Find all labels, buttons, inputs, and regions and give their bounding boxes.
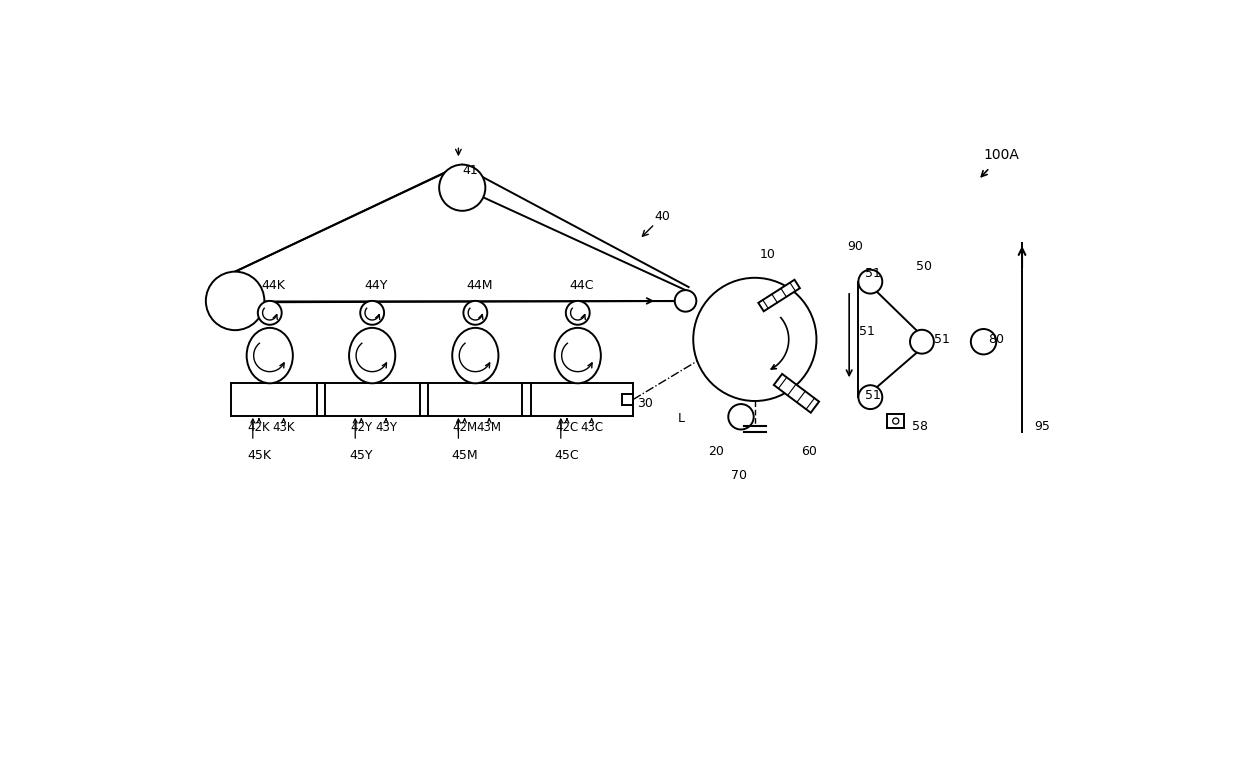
Text: 50: 50 xyxy=(916,260,932,273)
Circle shape xyxy=(464,301,487,325)
Circle shape xyxy=(971,329,996,354)
Text: 44K: 44K xyxy=(262,279,285,292)
Text: 41: 41 xyxy=(463,164,477,177)
Bar xyxy=(622,394,634,405)
Circle shape xyxy=(693,277,816,401)
Circle shape xyxy=(675,290,697,312)
Polygon shape xyxy=(759,280,800,312)
Text: 45Y: 45Y xyxy=(350,449,373,462)
Text: 44Y: 44Y xyxy=(365,279,388,292)
Text: 45C: 45C xyxy=(554,449,579,462)
Text: 44M: 44M xyxy=(466,279,492,292)
Circle shape xyxy=(206,272,264,330)
Text: 58: 58 xyxy=(913,420,929,433)
Circle shape xyxy=(910,330,934,353)
Text: 40: 40 xyxy=(655,210,671,222)
Text: 45K: 45K xyxy=(247,449,272,462)
Polygon shape xyxy=(774,374,820,413)
Text: 80: 80 xyxy=(988,333,1004,346)
Text: 51: 51 xyxy=(934,333,950,346)
Text: 43Y: 43Y xyxy=(374,421,397,434)
Text: 51: 51 xyxy=(864,389,880,402)
Circle shape xyxy=(361,301,384,325)
Text: 30: 30 xyxy=(637,397,652,410)
Text: 70: 70 xyxy=(732,469,748,482)
Text: 90: 90 xyxy=(847,240,863,253)
Circle shape xyxy=(258,301,281,325)
Circle shape xyxy=(565,301,590,325)
Text: 42M: 42M xyxy=(453,421,477,434)
Text: L: L xyxy=(678,412,686,425)
Ellipse shape xyxy=(350,328,396,384)
Text: 42C: 42C xyxy=(556,421,579,434)
Text: 43M: 43M xyxy=(476,421,502,434)
Circle shape xyxy=(858,270,883,294)
Circle shape xyxy=(858,385,883,409)
Text: 43C: 43C xyxy=(580,421,603,434)
Ellipse shape xyxy=(554,328,601,384)
Text: 42Y: 42Y xyxy=(351,421,372,434)
Text: 43K: 43K xyxy=(273,421,295,434)
Text: 44C: 44C xyxy=(569,279,594,292)
Text: 45M: 45M xyxy=(451,449,477,462)
Text: 20: 20 xyxy=(708,445,724,457)
Text: 95: 95 xyxy=(1034,420,1050,433)
Ellipse shape xyxy=(247,328,293,384)
Ellipse shape xyxy=(453,328,498,384)
Circle shape xyxy=(728,404,754,429)
Circle shape xyxy=(893,418,899,424)
Text: 10: 10 xyxy=(760,248,776,261)
Text: 60: 60 xyxy=(801,445,817,457)
Text: 42K: 42K xyxy=(248,421,270,434)
Text: 51: 51 xyxy=(864,267,880,281)
Text: 51: 51 xyxy=(858,326,874,338)
Text: 100A: 100A xyxy=(983,147,1019,162)
Bar xyxy=(888,414,904,428)
Circle shape xyxy=(439,164,485,211)
